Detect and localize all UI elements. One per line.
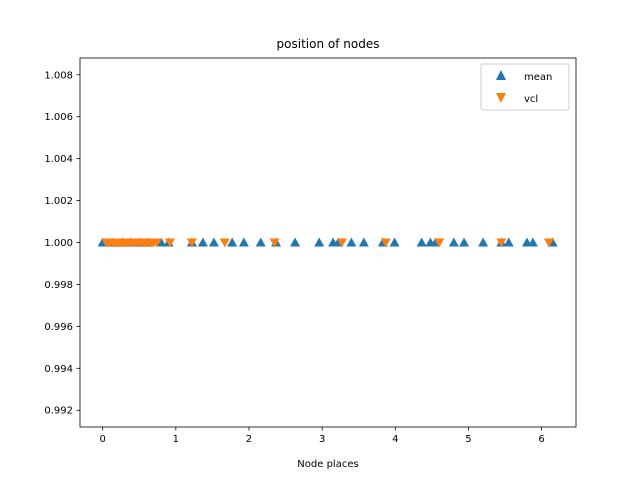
x-tick-label: 1 [173, 434, 179, 445]
point-mean [503, 237, 514, 247]
x-tick-label: 2 [246, 434, 252, 445]
y-tick-label: 1.000 [44, 238, 73, 249]
data-points [97, 237, 558, 248]
point-vcl [164, 238, 175, 248]
point-mean [314, 237, 325, 247]
point-mean [238, 237, 249, 247]
y-tick-label: 1.004 [44, 154, 73, 165]
point-mean [156, 237, 167, 247]
point-mean [459, 237, 470, 247]
x-tick-label: 6 [538, 434, 544, 445]
point-mean [478, 237, 489, 247]
point-mean [389, 237, 400, 247]
y-tick-label: 0.992 [44, 406, 73, 417]
point-mean [416, 237, 427, 247]
point-vcl [269, 238, 280, 248]
point-mean [208, 237, 219, 247]
y-axis-ticks: 0.992 0.994 0.996 0.998 1.000 1.002 1.004 1.006… [44, 70, 80, 417]
legend: mean vcl [480, 63, 570, 111]
x-axis-ticks: 0 1 2 3 4 5 6 [99, 427, 545, 445]
point-mean [346, 237, 357, 247]
point-vcl [336, 238, 347, 248]
x-tick-label: 5 [465, 434, 471, 445]
point-mean [255, 237, 266, 247]
x-tick-label: 0 [99, 434, 105, 445]
y-tick-label: 0.998 [44, 280, 73, 291]
x-tick-label: 4 [392, 434, 398, 445]
legend-label-vcl: vcl [524, 94, 538, 105]
point-vcl [186, 238, 197, 248]
point-mean [448, 237, 459, 247]
point-vcl [151, 238, 162, 248]
point-mean [290, 237, 301, 247]
x-tick-label: 3 [319, 434, 325, 445]
point-vcl [496, 238, 507, 248]
chart-title: position of nodes [277, 37, 380, 51]
plot-area: 0 1 2 3 4 5 6 0.992 0.994 0.996 0.998 1.000 1.002 1.… [44, 57, 577, 445]
point-vcl [219, 238, 230, 248]
y-tick-label: 1.008 [44, 70, 73, 81]
point-mean [358, 237, 369, 247]
point-mean [197, 237, 208, 247]
x-axis-label: Node places [297, 459, 358, 470]
point-mean [527, 237, 538, 247]
point-vcl [543, 238, 554, 248]
point-vcl [434, 238, 445, 248]
y-tick-label: 0.996 [44, 322, 73, 333]
point-mean [227, 237, 238, 247]
legend-marker-vcl-icon [496, 93, 506, 103]
point-vcl [380, 238, 391, 248]
y-tick-label: 0.994 [44, 364, 73, 375]
y-tick-label: 1.006 [44, 112, 73, 123]
y-tick-label: 1.002 [44, 196, 73, 207]
legend-marker-mean-icon [496, 70, 506, 80]
legend-label-mean: mean [524, 72, 552, 83]
